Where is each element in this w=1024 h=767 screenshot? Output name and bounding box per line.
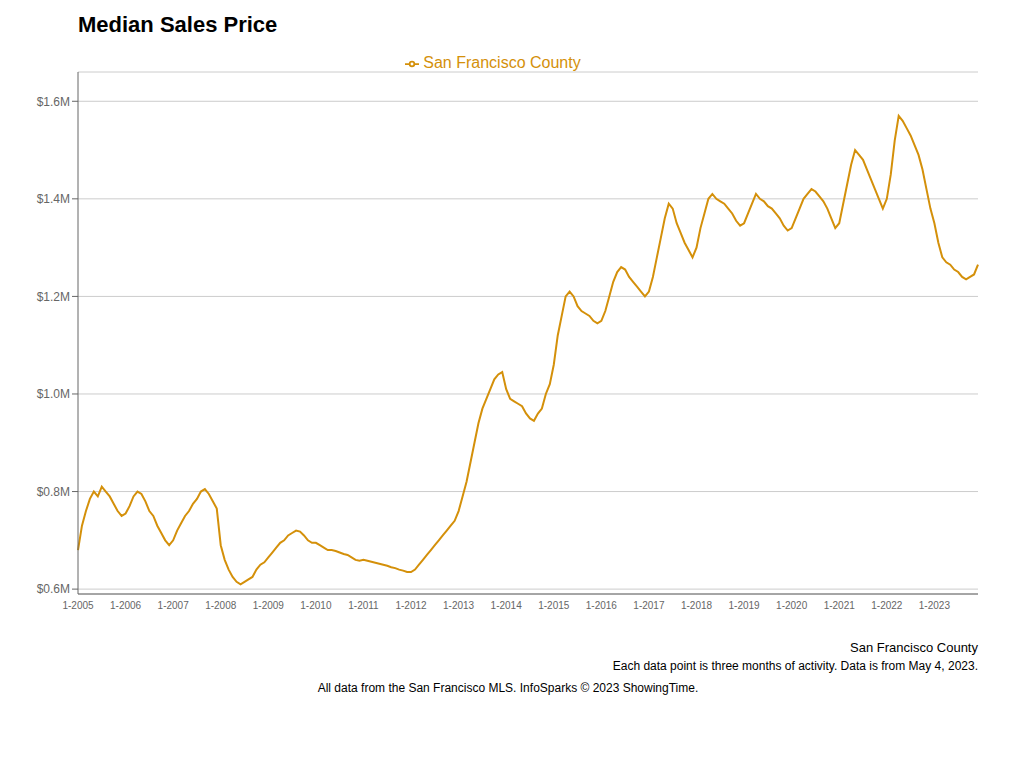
svg-text:1-2020: 1-2020 <box>776 600 808 611</box>
svg-text:1-2015: 1-2015 <box>538 600 570 611</box>
svg-text:1-2021: 1-2021 <box>824 600 856 611</box>
svg-text:1-2023: 1-2023 <box>919 600 951 611</box>
svg-text:1-2007: 1-2007 <box>158 600 190 611</box>
svg-text:$1.0M: $1.0M <box>37 387 70 401</box>
svg-text:1-2014: 1-2014 <box>491 600 523 611</box>
svg-text:1-2022: 1-2022 <box>871 600 903 611</box>
svg-text:1-2018: 1-2018 <box>681 600 713 611</box>
html-text:San Francisco County: San Francisco County <box>850 640 978 655</box>
svg-text:1-2016: 1-2016 <box>586 600 618 611</box>
svg-text:1-2017: 1-2017 <box>633 600 665 611</box>
svg-text:1-2010: 1-2010 <box>300 600 332 611</box>
html-text:San Francisco County: San Francisco County <box>423 54 581 71</box>
svg-text:$1.6M: $1.6M <box>37 95 70 109</box>
svg-text:1-2008: 1-2008 <box>205 600 237 611</box>
svg-text:$1.2M: $1.2M <box>37 290 70 304</box>
html-text:Median Sales Price: Median Sales Price <box>78 12 278 37</box>
html-text:All data from the San Francisc: All data from the San Francisco MLS. Inf… <box>317 681 699 695</box>
svg-text:1-2011: 1-2011 <box>348 600 379 611</box>
html-text:Each data point is three month: Each data point is three months of activ… <box>612 659 978 673</box>
svg-text:1-2013: 1-2013 <box>443 600 475 611</box>
svg-text:$0.6M: $0.6M <box>37 582 70 596</box>
svg-text:1-2012: 1-2012 <box>395 600 427 611</box>
svg-text:$1.4M: $1.4M <box>37 192 70 206</box>
svg-text:1-2019: 1-2019 <box>729 600 761 611</box>
svg-text:$0.8M: $0.8M <box>37 485 70 499</box>
svg-text:1-2009: 1-2009 <box>253 600 285 611</box>
svg-text:1-2005: 1-2005 <box>62 600 94 611</box>
svg-text:1-2006: 1-2006 <box>110 600 142 611</box>
